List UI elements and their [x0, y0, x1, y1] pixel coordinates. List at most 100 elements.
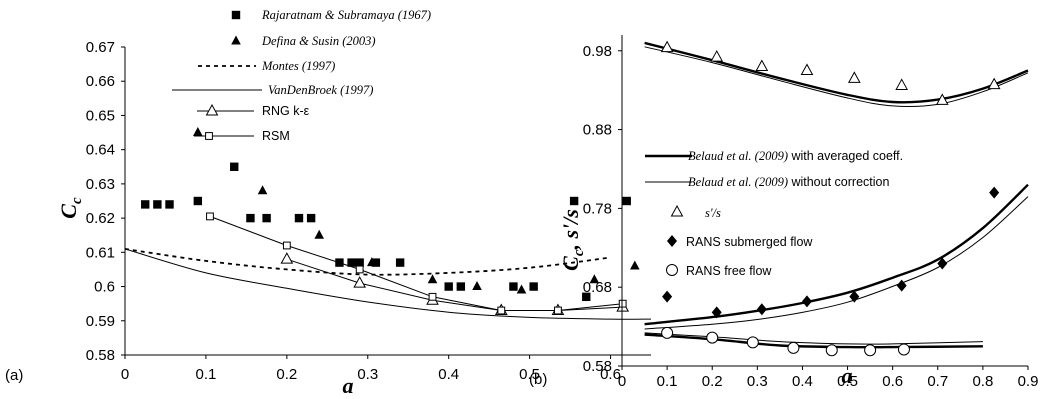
x-tick-label-b: 0.9	[1018, 373, 1039, 390]
y-axis-label-rest-b: , s'/s	[558, 209, 583, 250]
legend-label-author-b: Belaud et al. (2009)	[688, 175, 788, 189]
data-point-a	[280, 252, 294, 264]
y-tick-label-a: 0.65	[86, 107, 115, 124]
series-line-a	[124, 248, 652, 320]
series-line-b	[644, 46, 1029, 108]
data-point-a	[618, 299, 627, 308]
data-point-b	[711, 306, 722, 319]
legend-label-a: Montes (1997)	[261, 59, 335, 73]
x-tick-label-b: 0.8	[972, 373, 993, 390]
legend-label-a: VanDenBroek (1997)	[268, 83, 373, 97]
y-tick-label-a: 0.58	[86, 347, 115, 364]
series-a-1	[193, 127, 640, 294]
data-point-a	[294, 213, 304, 223]
chart-panel-b: 0.58 0.68 0.78 0.88 0.98 0 0.1 0.2 0.3 0.4 0.5 0.6 0…	[529, 35, 1038, 390]
series-b-4	[661, 326, 910, 357]
legend-label-a: RNG k-ε	[262, 104, 310, 118]
data-point-b	[661, 326, 674, 339]
data-point-a	[165, 200, 174, 209]
x-tick-label-a: 0.1	[195, 366, 216, 383]
x-tick-label-a: 0.2	[276, 366, 297, 383]
y-axis-label-sub-b: c	[571, 249, 587, 256]
y-tick-label-b: 0.58	[583, 358, 612, 375]
legend-label-desc-b: with averaged coeff.	[788, 149, 903, 163]
data-point-a	[347, 258, 356, 267]
data-point-b	[864, 344, 877, 357]
data-point-a	[428, 292, 437, 301]
data-point-a	[262, 213, 271, 223]
chart-panel-a: 0.58 0.59 0.6 0.61 0.62 0.63 0.64 0.65 0.66 0.67 0…	[5, 8, 652, 398]
legend-label-a: RSM	[262, 129, 290, 143]
legend-label-b: Belaud et al. (2009) without correction	[688, 175, 889, 189]
x-tick-label-b: 0.4	[792, 373, 813, 390]
data-point-a	[516, 284, 527, 294]
data-point-a	[193, 196, 203, 206]
series-line-b	[644, 196, 1029, 330]
data-point-a	[206, 212, 214, 221]
legend-marker-a	[231, 10, 241, 20]
y-tick-label-a: 0.66	[86, 73, 115, 90]
legend-marker-b	[667, 235, 677, 247]
data-point-b	[937, 257, 948, 270]
series-b-2	[660, 40, 1001, 105]
x-tick-label-b: 0.3	[747, 373, 768, 390]
data-point-b	[935, 93, 949, 105]
x-axis-label-b: a	[842, 363, 853, 388]
data-point-a	[246, 213, 255, 223]
data-point-a	[529, 282, 538, 291]
data-point-a	[630, 260, 640, 270]
x-tick-label-b: 0	[618, 373, 626, 390]
data-point-b	[746, 336, 759, 349]
y-tick-label-a: 0.6	[94, 279, 115, 296]
legend-label-desc-b: without correction	[788, 175, 889, 189]
x-tick-label-a: 0.3	[357, 366, 378, 383]
data-point-a	[497, 306, 506, 315]
y-tick-label-b: 0.78	[583, 200, 612, 217]
legend-label-b: s'/s	[705, 206, 721, 220]
series-a-5	[206, 212, 627, 315]
x-tick-label-a: 0.4	[438, 366, 459, 383]
data-point-a	[569, 196, 579, 206]
x-tick-label-b: 0.6	[882, 373, 903, 390]
data-point-b	[801, 295, 812, 308]
data-point-a	[371, 258, 381, 267]
data-point-a	[282, 241, 291, 250]
series-line-b	[644, 41, 1029, 104]
data-point-b	[662, 290, 673, 303]
series-b-0	[644, 41, 1029, 349]
series-a-2	[124, 248, 611, 276]
y-tick-label-a: 0.62	[86, 210, 115, 227]
y-tick-label-a: 0.63	[86, 176, 115, 193]
data-point-b	[660, 40, 674, 53]
panel-label-a: (a)	[5, 367, 23, 384]
legend-label-b: RANS submerged flow	[686, 235, 813, 249]
series-line-a	[286, 258, 623, 311]
data-point-a	[509, 282, 518, 291]
data-point-a	[314, 229, 325, 239]
legend-marker-b	[670, 204, 684, 217]
legend-label-b: RANS free flow	[686, 264, 772, 278]
data-point-b	[895, 78, 909, 90]
data-point-b	[989, 186, 1000, 199]
data-point-a	[622, 196, 631, 206]
legend-b: Belaud et al. (2009) with averaged coeff…	[645, 149, 903, 278]
y-axis-label-sub-a: c	[69, 197, 85, 204]
data-point-a	[589, 274, 600, 284]
series-line-b	[644, 183, 1029, 326]
data-point-b	[706, 331, 719, 344]
x-tick-label-b: 0.5	[837, 373, 858, 390]
y-axis-label-b: Cc, s'/s	[558, 209, 587, 271]
data-point-b	[800, 63, 814, 75]
data-point-b	[847, 71, 861, 83]
data-point-a	[353, 276, 367, 288]
data-point-a	[456, 282, 466, 291]
y-tick-label-a: 0.67	[86, 39, 115, 56]
data-point-a	[427, 274, 438, 284]
data-point-a	[257, 185, 268, 195]
x-tick-label-a: 0.5	[519, 366, 540, 383]
x-axis-label-a: a	[343, 373, 354, 398]
data-point-b	[849, 290, 860, 303]
data-point-b	[897, 343, 910, 356]
panel-label-b: (b)	[529, 371, 547, 388]
